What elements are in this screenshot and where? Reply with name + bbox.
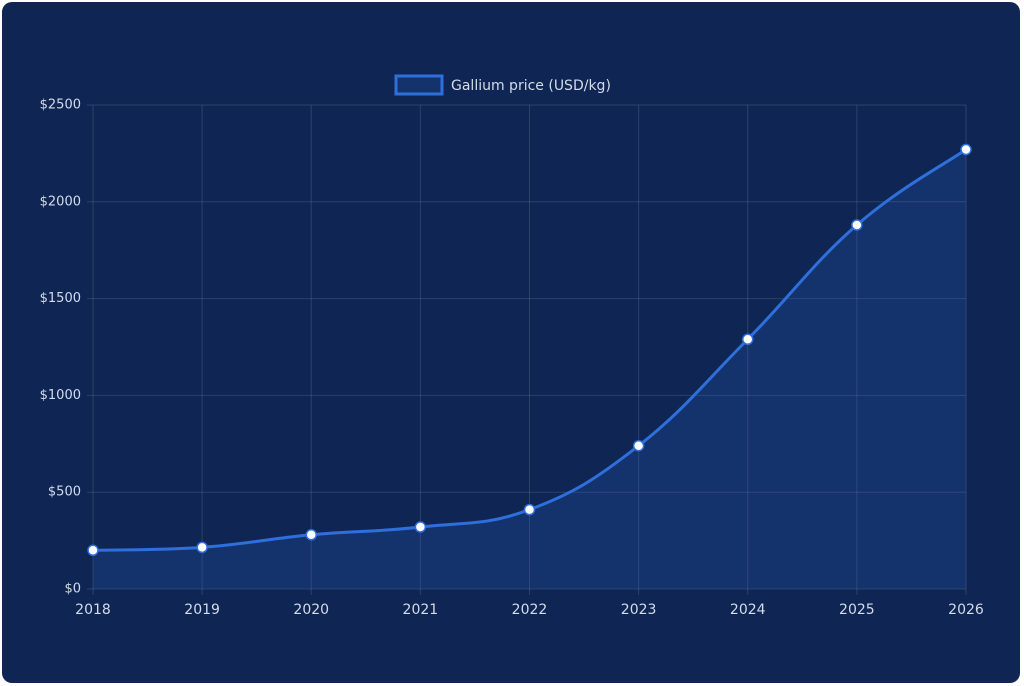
x-tick-label: 2023 [621,602,657,618]
point [960,143,972,156]
point [414,521,427,533]
y-tick-label: $500 [48,485,81,500]
x-tick-label: 2026 [948,602,984,618]
y-tick-label: $1000 [40,388,81,403]
x-tick-label: 2019 [184,602,220,618]
y-tick-label: $1500 [40,291,81,306]
x-tick-label: 2018 [75,602,111,618]
point [742,333,754,346]
point [632,439,645,452]
point [523,503,536,516]
y-tick-label: $0 [64,582,81,597]
point [87,544,99,557]
x-tick-label: 2021 [403,602,439,618]
x-tick-label: 2020 [293,602,329,618]
y-tick-label: $2500 [40,98,81,113]
legend-label: Gallium price (USD/kg) [451,78,611,94]
point [851,219,863,231]
x-tick-label: 2025 [839,602,875,618]
area [93,149,966,589]
y-tick-label: $2000 [40,194,81,209]
x-tick-label: 2024 [730,602,766,618]
point [196,541,208,554]
legend: Gallium price (USD/kg) [394,74,611,96]
point [305,529,317,541]
legend-swatch [394,74,444,96]
line [92,148,967,552]
x-tick-label: 2022 [512,602,548,618]
